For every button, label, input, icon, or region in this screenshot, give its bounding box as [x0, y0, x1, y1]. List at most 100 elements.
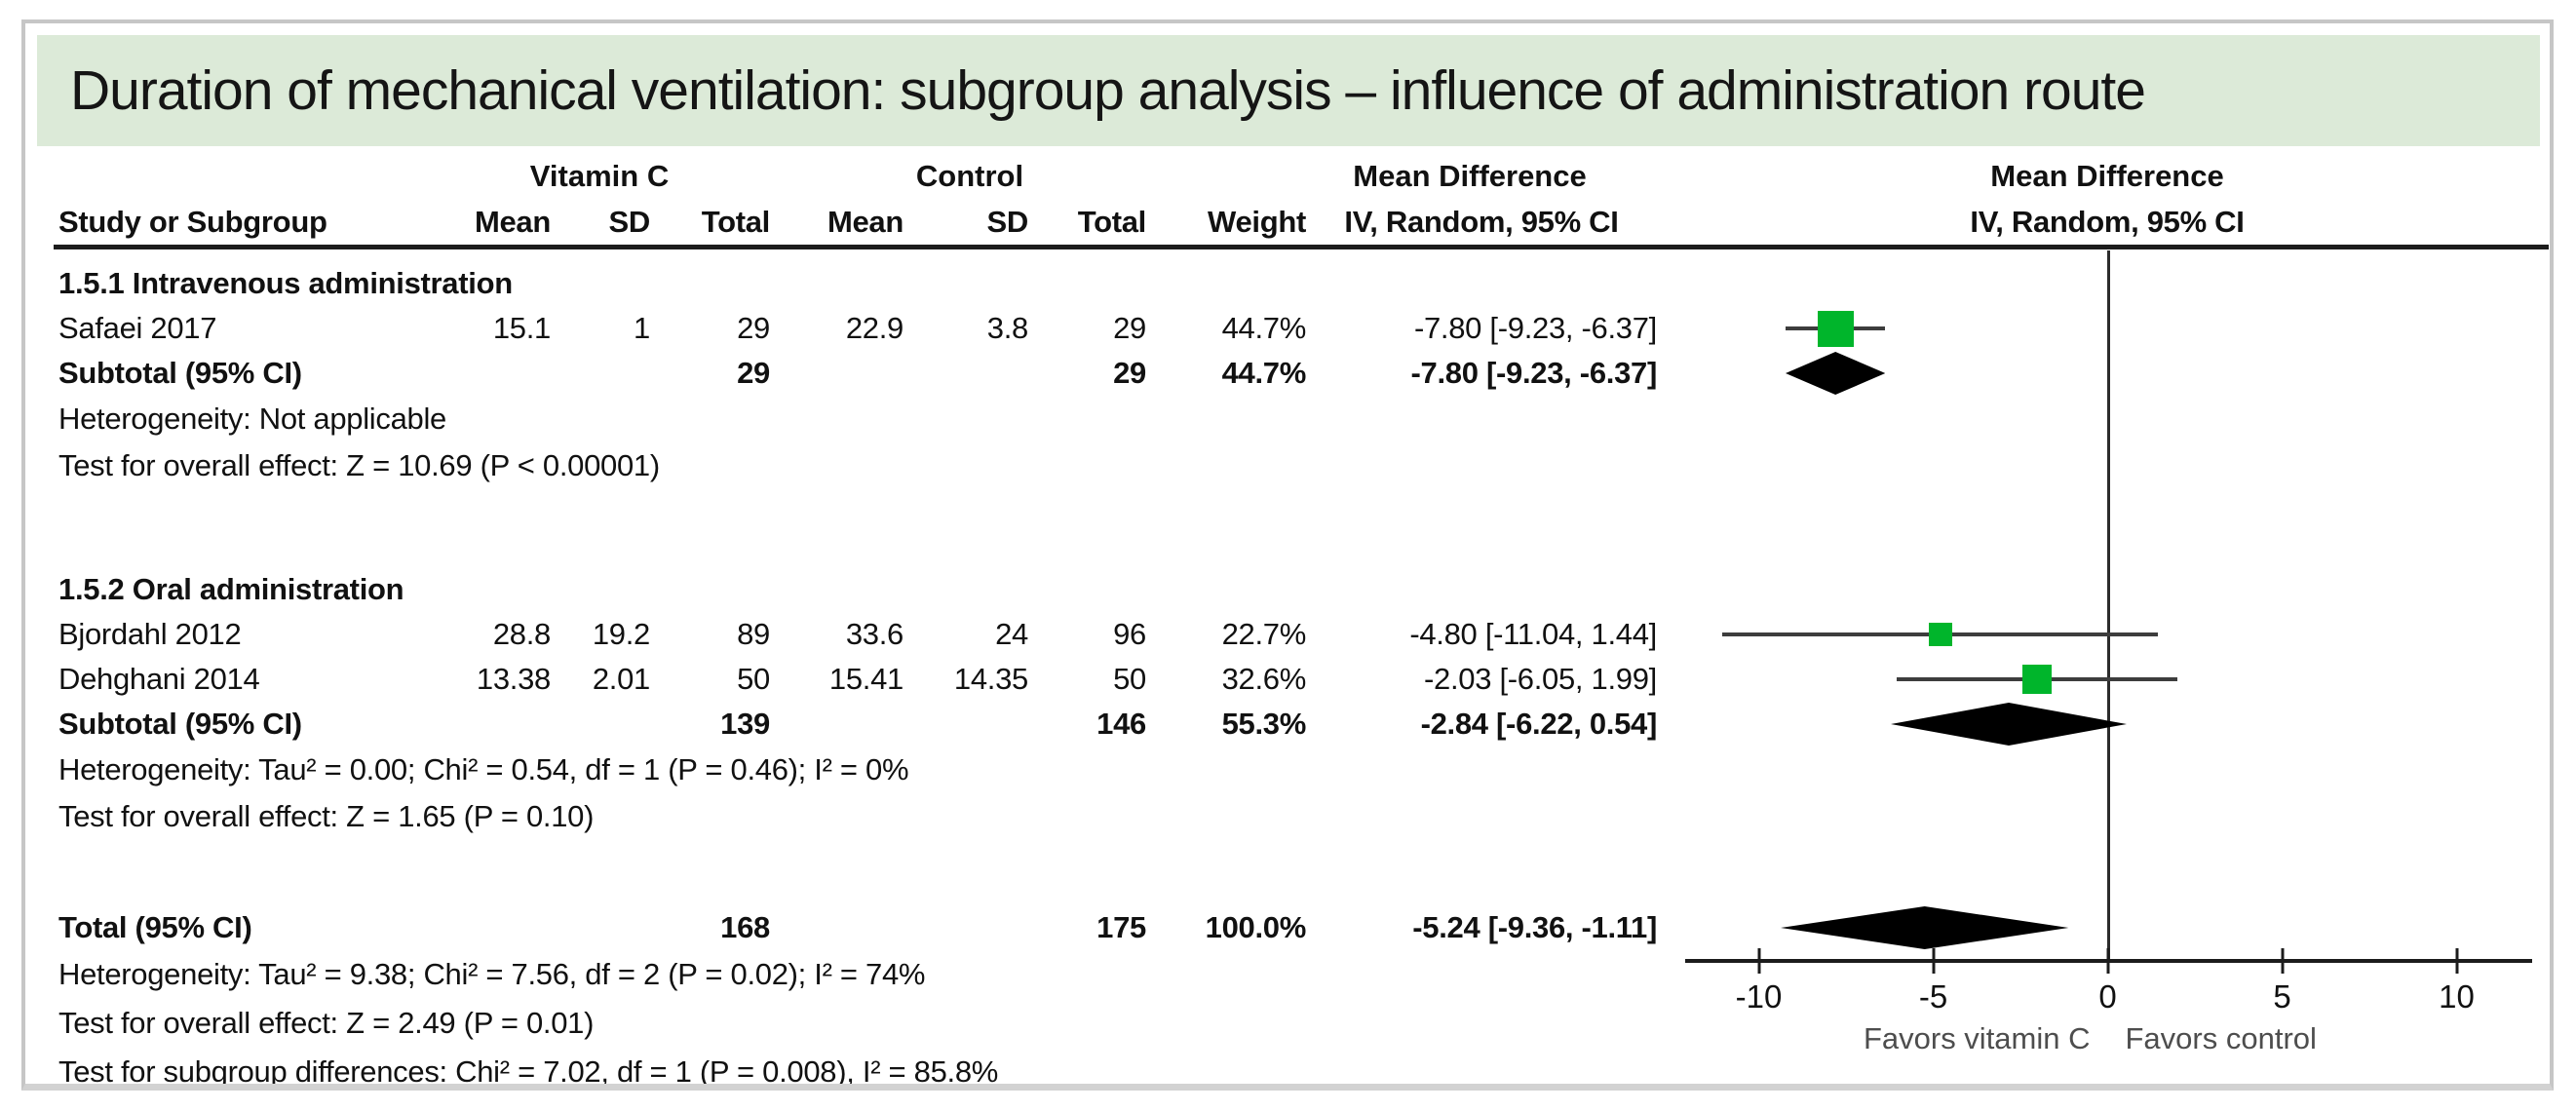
x-axis-tick [2455, 948, 2458, 974]
x-axis-tick [2281, 948, 2284, 974]
figure-title-band: Duration of mechanical ventilation: subg… [37, 35, 2540, 146]
group-header-row: Vitamin C Control Mean Difference Mean D… [0, 154, 2576, 199]
pooled-effect-diamond [1781, 906, 2069, 949]
group-header-mean-difference-plot: Mean Difference [1990, 159, 2224, 193]
col-header-weight: Weight [1208, 204, 1306, 239]
study-label: Dehghani 2014 [58, 662, 260, 696]
x-axis-tick [1932, 948, 1935, 974]
col-header-total-control: Total [1077, 204, 1147, 239]
heterogeneity-note-intravenous: Heterogeneity: Not applicable [58, 402, 446, 436]
pooled-effect-diamond [1786, 352, 1886, 395]
overall-effect-note-total: Test for overall effect: Z = 2.49 (P = 0… [58, 1006, 595, 1040]
subgroup-differences-note: Test for subgroup differences: Chi² = 7.… [58, 1054, 999, 1084]
mean-vitamin-c: 28.8 [492, 617, 551, 651]
mean-difference-ci: -5.24 [-9.36, -1.11] [1412, 910, 1657, 944]
total-control: 29 [1113, 356, 1146, 390]
mean-control: 33.6 [845, 617, 904, 651]
total-vitamin-c: 29 [737, 311, 770, 345]
subgroup-title-intravenous: 1.5.1 Intravenous administration [0, 261, 2576, 306]
total-vitamin-c: 89 [737, 617, 770, 651]
heterogeneity-note-oral: Heterogeneity: Tau² = 0.00; Chi² = 0.54,… [58, 752, 909, 786]
group-header-mean-difference-values: Mean Difference [1353, 159, 1587, 193]
subgroup-title-oral: 1.5.2 Oral administration [0, 567, 2576, 612]
col-header-study: Study or Subgroup [58, 204, 327, 239]
col-header-sd-control: SD [986, 204, 1029, 239]
group-header-control: Control [915, 159, 1024, 193]
overall-effect-note-oral: Test for overall effect: Z = 1.65 (P = 0… [58, 799, 595, 833]
study-row-safaei-2017: Safaei 2017 15.1 1 29 22.9 3.8 29 44.7% … [0, 306, 2576, 351]
subgroup-title-label: 1.5.2 Oral administration [58, 572, 404, 606]
col-header-mean-control: Mean [827, 204, 904, 239]
subtotal-label: Subtotal (95% CI) [58, 707, 302, 741]
effect-estimate-square [1928, 623, 1952, 646]
study-label: Bjordahl 2012 [58, 617, 242, 651]
total-control: 96 [1113, 617, 1146, 651]
overall-effect-note-intravenous: Test for overall effect: Z = 10.69 (P < … [58, 448, 660, 482]
col-header-ci: IV, Random, 95% CI [1344, 204, 1619, 239]
subtotal-row-intravenous: Subtotal (95% CI) 29 29 44.7% -7.80 [-9.… [0, 351, 2576, 396]
subtotal-row-oral: Subtotal (95% CI) 139 146 55.3% -2.84 [-… [0, 702, 2576, 747]
mean-difference-ci: -7.80 [-9.23, -6.37] [1413, 311, 1657, 345]
pooled-effect-diamond [1890, 703, 2127, 746]
weight: 32.6% [1221, 662, 1307, 696]
total-label: Total (95% CI) [58, 910, 252, 944]
column-header-row: Study or Subgroup Mean SD Total Mean SD … [0, 199, 2576, 245]
group-header-vitamin-c: Vitamin C [529, 159, 670, 193]
mean-control: 15.41 [828, 662, 904, 696]
sd-vitamin-c: 2.01 [592, 662, 650, 696]
subtotal-label: Subtotal (95% CI) [58, 356, 302, 390]
mean-difference-ci: -2.84 [-6.22, 0.54] [1420, 707, 1658, 741]
forest-zero-line [2106, 250, 2110, 963]
study-row-bjordahl-2012: Bjordahl 2012 28.8 19.2 89 33.6 24 96 22… [0, 612, 2576, 657]
x-axis-tick [1757, 948, 1760, 974]
col-header-mean-vitamin-c: Mean [474, 204, 551, 239]
sd-vitamin-c: 1 [634, 311, 650, 345]
x-axis-tick-label: 0 [2098, 978, 2117, 1015]
study-row-dehghani-2014: Dehghani 2014 13.38 2.01 50 15.41 14.35 … [0, 657, 2576, 702]
col-header-total-vitamin-c: Total [701, 204, 771, 239]
sd-control: 24 [995, 617, 1028, 651]
effect-estimate-square [2021, 665, 2052, 694]
total-control: 50 [1113, 662, 1146, 696]
header-rule [54, 245, 2549, 249]
effect-estimate-square [1817, 310, 1854, 347]
x-axis-tick-label: 5 [2273, 978, 2291, 1015]
total-vitamin-c: 29 [737, 356, 770, 390]
forest-plot: Favors vitamin C Favors control -10 -5 0 5 1… [1672, 250, 2544, 1055]
sd-vitamin-c: 19.2 [592, 617, 650, 651]
mean-difference-ci: -7.80 [-9.23, -6.37] [1410, 356, 1658, 390]
sd-control: 14.35 [953, 662, 1028, 696]
mean-vitamin-c: 15.1 [492, 311, 551, 345]
x-axis-tick-label: -10 [1735, 978, 1783, 1015]
total-control: 175 [1096, 910, 1146, 944]
total-vitamin-c: 50 [737, 662, 770, 696]
weight: 22.7% [1221, 617, 1307, 651]
x-axis-tick-label: 10 [2439, 978, 2475, 1015]
x-axis-tick [2106, 948, 2109, 974]
total-control: 29 [1113, 311, 1146, 345]
sd-control: 3.8 [986, 311, 1029, 345]
subgroup-title-label: 1.5.1 Intravenous administration [58, 266, 513, 300]
weight: 44.7% [1221, 311, 1307, 345]
weight: 55.3% [1221, 707, 1307, 741]
heterogeneity-note-total: Heterogeneity: Tau² = 9.38; Chi² = 7.56,… [58, 957, 926, 991]
weight: 44.7% [1221, 356, 1307, 390]
weight: 100.0% [1205, 910, 1307, 944]
mean-control: 22.9 [845, 311, 904, 345]
mean-difference-ci: -4.80 [-11.04, 1.44] [1409, 617, 1657, 651]
col-header-ci-plot: IV, Random, 95% CI [1970, 204, 2245, 239]
x-axis-tick-label: -5 [1918, 978, 1948, 1015]
favors-vitamin-c-label: Favors vitamin C [1863, 1021, 2091, 1055]
forest-table: Vitamin C Control Mean Difference Mean D… [0, 154, 2576, 1084]
favors-control-label: Favors control [2125, 1021, 2317, 1055]
total-control: 146 [1096, 707, 1146, 741]
total-row: Total (95% CI) 168 175 100.0% -5.24 [-9.… [0, 905, 2576, 950]
col-header-sd-vitamin-c: SD [608, 204, 651, 239]
mean-difference-ci: -2.03 [-6.05, 1.99] [1423, 662, 1657, 696]
mean-vitamin-c: 13.38 [476, 662, 551, 696]
figure-title: Duration of mechanical ventilation: subg… [70, 59, 2146, 122]
total-vitamin-c: 139 [720, 707, 770, 741]
total-vitamin-c: 168 [720, 910, 770, 944]
study-label: Safaei 2017 [58, 311, 217, 345]
